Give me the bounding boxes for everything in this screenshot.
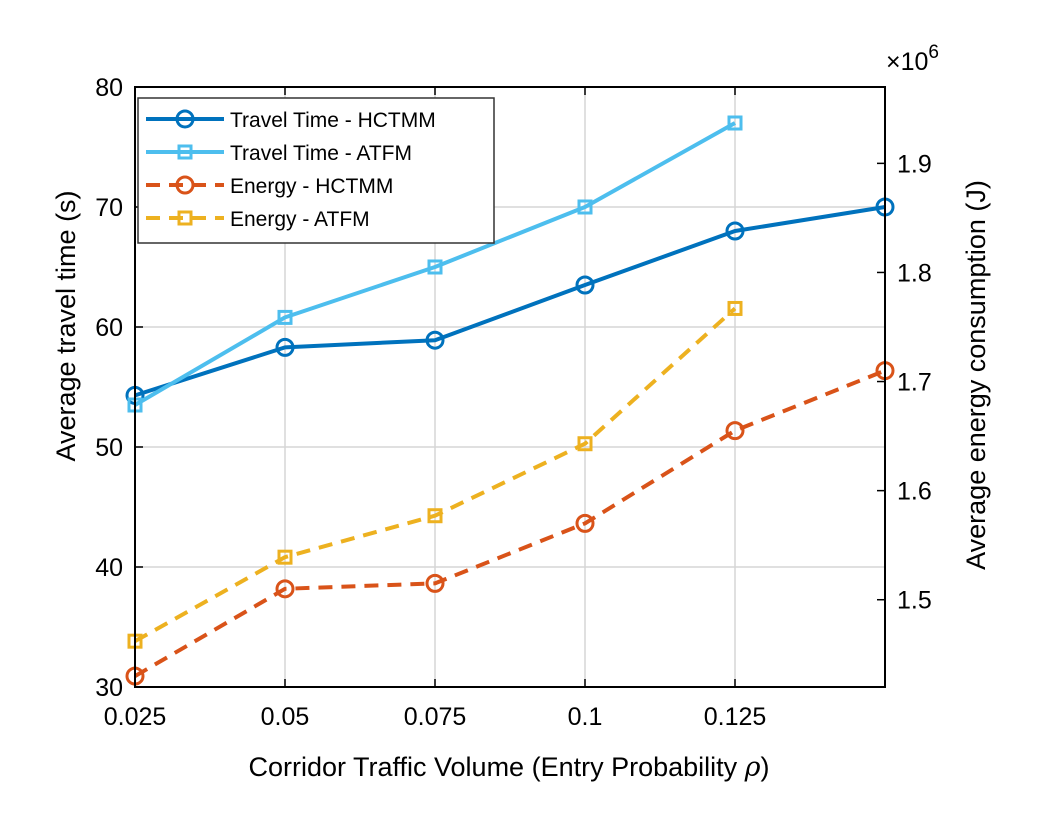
left-y-tick-label: 50 [95, 434, 123, 462]
left-y-axis-label: Average travel time (s) [51, 190, 81, 461]
right-y-tick-label: 1.8 [897, 259, 932, 287]
right-y-tick-labels: 1.5 1.6 1.7 1.8 1.9 [897, 150, 932, 614]
data-point [727, 300, 743, 316]
data-point [725, 221, 745, 241]
series-line [134, 306, 737, 643]
legend-marker [177, 210, 193, 226]
data-point [425, 573, 445, 593]
right-y-exponent-power: 6 [928, 42, 939, 63]
x-tick-label: 0.1 [568, 703, 603, 731]
left-y-tick-label: 70 [95, 194, 123, 222]
legend-label: Energy - ATFM [230, 208, 370, 231]
left-y-tick-label: 30 [95, 674, 123, 702]
legend-marker [175, 109, 195, 129]
left-y-tick-label: 40 [95, 554, 123, 582]
series-2 [127, 115, 743, 413]
legend-entry: Energy - ATFM [146, 208, 370, 231]
data-point [575, 513, 595, 533]
right-y-exponent: ×106 [886, 42, 939, 76]
data-point [277, 309, 293, 325]
series-line [133, 121, 736, 407]
data-point [575, 275, 595, 295]
x-tick-label: 0.025 [104, 703, 167, 731]
x-axis-label-prefix: Corridor Traffic Volume (Entry Probabili… [248, 752, 744, 782]
left-y-tick-label: 60 [95, 314, 123, 342]
left-y-tick-labels: 30 40 50 60 70 80 [95, 74, 123, 702]
x-axis-label: Corridor Traffic Volume (Entry Probabili… [248, 752, 769, 783]
data-point [725, 421, 745, 441]
right-y-exponent-base: ×10 [886, 48, 928, 76]
series-line [134, 205, 886, 398]
legend-entry: Energy - HCTMM [146, 175, 393, 198]
data-point [425, 330, 445, 350]
x-tick-label: 0.075 [404, 703, 467, 731]
left-y-tick-label: 80 [95, 74, 123, 102]
right-y-axis-label: Average energy consumption (J) [961, 180, 991, 570]
x-axis-label-symbol: ρ [744, 752, 761, 783]
data-point [427, 508, 443, 524]
x-tick-label: 0.125 [704, 703, 767, 731]
legend-entry: Travel Time - ATFM [146, 142, 412, 165]
x-axis-label-suffix: ) [761, 752, 770, 782]
series-line [133, 368, 886, 678]
legend-label: Travel Time - HCTMM [230, 109, 436, 132]
data-point [427, 259, 443, 275]
legend-label: Travel Time - ATFM [230, 142, 412, 165]
data-point [275, 579, 295, 599]
legend-marker [177, 144, 193, 160]
legend: Travel Time - HCTMM Travel Time - ATFM Ene… [137, 97, 495, 244]
legend-marker [175, 175, 195, 195]
data-point [727, 115, 743, 131]
data-point [577, 199, 593, 215]
x-tick-label: 0.05 [261, 703, 310, 731]
right-y-tick-label: 1.6 [897, 478, 932, 506]
x-tick-labels: 0.025 0.05 0.075 0.1 0.125 [104, 703, 767, 731]
right-y-tick-label: 1.7 [897, 369, 932, 397]
right-y-tick-label: 1.5 [897, 587, 932, 615]
data-point [275, 337, 295, 357]
data-point [277, 549, 293, 565]
legend-label: Energy - HCTMM [230, 175, 393, 198]
right-y-tick-label: 1.9 [897, 150, 932, 178]
plot-frame [134, 86, 886, 688]
legend-entry: Travel Time - HCTMM [146, 109, 436, 132]
data-point [577, 436, 593, 452]
